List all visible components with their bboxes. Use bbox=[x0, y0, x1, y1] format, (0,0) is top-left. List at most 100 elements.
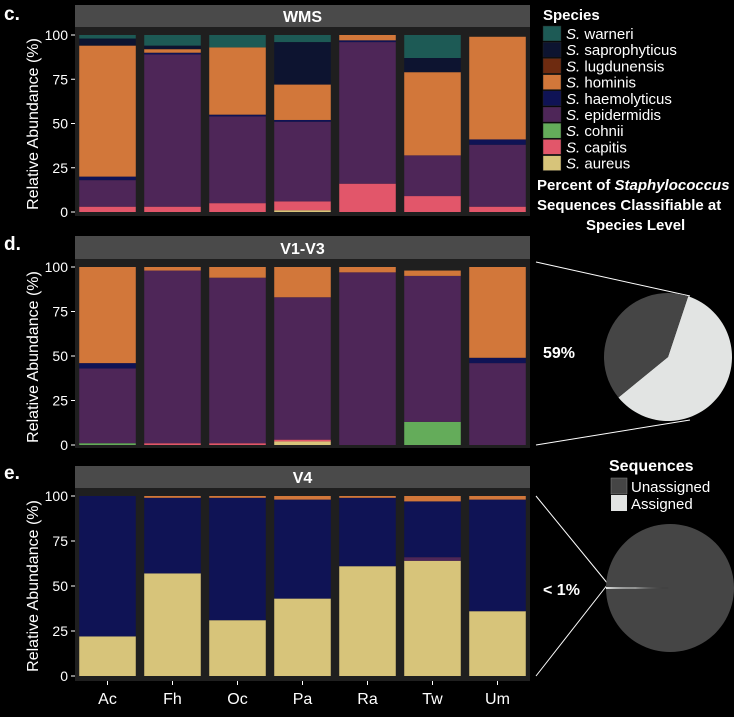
bar-segment-um-s-epidermidis bbox=[469, 363, 526, 445]
panel-letter-c: c. bbox=[4, 4, 20, 25]
bar-segment-pa-s-capitis bbox=[274, 439, 331, 442]
sequences-swatch-unassigned bbox=[610, 477, 628, 495]
panel-title-wms: WMS bbox=[283, 9, 322, 26]
bar-segment-ra-s-haemolyticus bbox=[339, 497, 396, 567]
pie-slice-assigned bbox=[618, 296, 732, 422]
legend-label-epidermidis: S. epidermidis bbox=[566, 107, 661, 124]
bar-segment-oc-s-hominis bbox=[209, 267, 266, 278]
legend-swatch-cohnii bbox=[542, 122, 562, 139]
bar-segment-tw-s-hominis bbox=[404, 496, 461, 502]
pie-slice-unassigned bbox=[606, 524, 734, 653]
legend-label-lugdunensis: S. lugdunensis bbox=[566, 58, 664, 75]
y-tick-label: 50 bbox=[52, 578, 68, 594]
bar-segment-pa-s-aureus bbox=[274, 441, 331, 445]
sequences-label-assigned: Assigned bbox=[631, 496, 693, 513]
legend-swatch-aureus bbox=[542, 155, 562, 171]
bar-segment-oc-s-aureus bbox=[209, 620, 266, 676]
bar-segment-fh-s-epidermidis bbox=[144, 270, 201, 444]
bar-segment-pa-s-saprophyticus bbox=[274, 42, 331, 85]
legend-label-capitis: S. capitis bbox=[566, 139, 627, 156]
y-tick-label: 25 bbox=[52, 393, 68, 409]
bar-segment-ac-s-warneri bbox=[79, 35, 136, 39]
bar-segment-pa-s-hominis bbox=[274, 496, 331, 500]
legend-label-saprophyticus: S. saprophyticus bbox=[566, 42, 677, 59]
bar-segment-oc-s-epidermidis bbox=[209, 116, 266, 204]
bar-segment-um-s-capitis bbox=[469, 206, 526, 212]
bar-segment-ac-s-epidermidis bbox=[79, 180, 136, 207]
bar-segment-fh-s-aureus bbox=[144, 573, 201, 676]
legend-swatch-capitis bbox=[542, 139, 562, 155]
panel-strip-wms bbox=[75, 5, 530, 27]
panel-letter-e: e. bbox=[4, 463, 20, 484]
pie-heading-line1: Percent of Staphylococcus bbox=[537, 177, 730, 194]
legend-label-haemolyticus: S. haemolyticus bbox=[566, 91, 672, 108]
legend-label-hominis: S. hominis bbox=[566, 75, 636, 92]
species-legend-title: Species bbox=[543, 7, 600, 24]
bar-segment-fh-s-capitis bbox=[144, 443, 201, 445]
bar-segment-tw-s-haemolyticus bbox=[404, 501, 461, 558]
bar-segment-tw-s-hominis bbox=[404, 72, 461, 156]
y-tick-label: 0 bbox=[60, 437, 68, 453]
pie-label-v1-v3: 59% bbox=[543, 345, 575, 362]
bar-segment-ra-s-hominis bbox=[339, 267, 396, 273]
legend-swatch-saprophyticus bbox=[542, 41, 562, 58]
y-tick-label: 100 bbox=[45, 488, 69, 504]
bar-segment-fh-s-saprophyticus bbox=[144, 45, 201, 50]
x-tick-label-tw: Tw bbox=[422, 691, 443, 708]
bar-segment-fh-s-warneri bbox=[144, 35, 201, 46]
bar-segment-um-s-haemolyticus bbox=[469, 357, 526, 364]
connector-lines bbox=[535, 261, 691, 677]
y-tick-label: 50 bbox=[52, 348, 68, 364]
bar-segment-ra-s-capitis bbox=[339, 183, 396, 212]
pie-label-v4: < 1% bbox=[543, 582, 580, 599]
bar-segment-um-s-haemolyticus bbox=[469, 499, 526, 612]
bar-segment-tw-s-warneri bbox=[404, 35, 461, 59]
legend-swatch-hominis bbox=[542, 74, 562, 90]
x-tick-label-um: Um bbox=[485, 691, 510, 708]
x-tick-label-ra: Ra bbox=[357, 691, 378, 708]
bar-segment-tw-s-epidermidis bbox=[404, 275, 461, 422]
bar-segment-ac-s-capitis bbox=[79, 206, 136, 212]
bar-segment-tw-s-epidermidis bbox=[404, 557, 461, 561]
panel-title-v1-v3: V1-V3 bbox=[280, 241, 325, 258]
panel-title-v4: V4 bbox=[293, 470, 313, 487]
pie-heading-line2: Sequences Classifiable at bbox=[537, 197, 721, 214]
y-tick-label: 75 bbox=[52, 304, 68, 320]
bar-segment-pa-s-epidermidis bbox=[274, 297, 331, 440]
bar-segment-ac-s-aureus bbox=[79, 636, 136, 676]
bar-segment-ac-s-cohnii bbox=[79, 443, 136, 445]
legend-swatch-epidermidis bbox=[542, 106, 562, 123]
bar-segment-tw-s-hominis bbox=[404, 270, 461, 276]
bar-panel-wms: WMS 0 25 50 75 100 bbox=[45, 5, 530, 220]
x-tick-label-pa: Pa bbox=[293, 691, 313, 708]
panel-strip-v1-v3 bbox=[75, 236, 530, 259]
y-tick-label: 75 bbox=[52, 533, 68, 549]
panel-strip-v4 bbox=[75, 466, 530, 488]
sequences-legend: Sequences Unassigned Assigned bbox=[609, 458, 710, 513]
legend-swatch-haemolyticus bbox=[542, 90, 562, 107]
bar-segment-ac-s-saprophyticus bbox=[79, 38, 136, 46]
x-tick-label-oc: Oc bbox=[227, 691, 247, 708]
bar-segment-ac-s-haemolyticus bbox=[79, 363, 136, 369]
legend-swatch-lugdunensis bbox=[542, 58, 562, 74]
y-axis-label-e: Relative Abundance (%) bbox=[25, 500, 42, 672]
bar-segment-pa-s-hominis bbox=[274, 267, 331, 298]
bar-segment-oc-s-warneri bbox=[209, 35, 266, 48]
bar-segment-pa-s-aureus bbox=[274, 210, 331, 212]
y-axis-label-d: Relative Abundance (%) bbox=[25, 271, 42, 443]
bar-segment-ra-s-hominis bbox=[339, 35, 396, 41]
bar-segment-fh-s-haemolyticus bbox=[144, 497, 201, 574]
bar-segment-um-s-hominis bbox=[469, 496, 526, 500]
y-tick-label: 0 bbox=[60, 668, 68, 684]
pie-heading-line3: Species Level bbox=[586, 217, 685, 234]
bar-segment-fh-s-epidermidis bbox=[144, 54, 201, 207]
y-tick-label: 50 bbox=[52, 116, 68, 132]
bar-segment-oc-s-capitis bbox=[209, 443, 266, 445]
pie-slice-assigned bbox=[606, 587, 670, 590]
pie-v1-v3 bbox=[604, 293, 732, 422]
bar-segment-tw-s-aureus bbox=[404, 560, 461, 676]
bar-segment-oc-s-epidermidis bbox=[209, 277, 266, 444]
legend-label-aureus: S. aureus bbox=[566, 156, 630, 173]
